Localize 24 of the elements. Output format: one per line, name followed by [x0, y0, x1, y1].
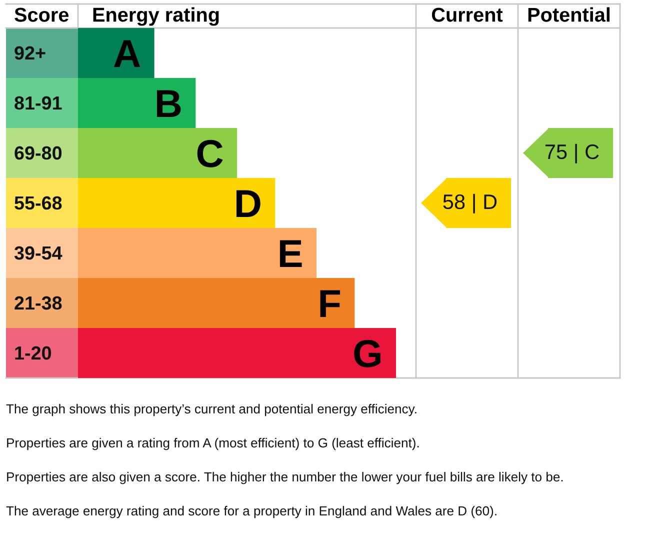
text: The graph shows this property’s current and potential energy efficiency. — [6, 404, 416, 416]
text: Properties are also given a score. The higher the number the lower your fuel bills are likely to be. — [7, 472, 563, 484]
y2-tick-label: F — [320, 290, 340, 317]
ref-line-label: 75 | C — [545, 144, 599, 164]
y2-tick-label: C — [197, 140, 223, 168]
y-tick-label: 1-20 — [15, 346, 52, 360]
y-tick-label: 21-38 — [14, 296, 62, 310]
text: Potential — [528, 7, 610, 22]
y2-tick-label: D — [236, 190, 260, 217]
y-tick-label: 92+ — [14, 46, 46, 60]
y2-tick-label: E — [280, 240, 302, 267]
x-axis-title: Energy rating — [93, 7, 219, 26]
y-tick-label: 39-54 — [14, 246, 62, 260]
text: The average energy rating and score for a property in England and Wales are D (60). — [6, 506, 496, 518]
y-axis-title: Score — [14, 8, 69, 22]
text: Current — [432, 8, 503, 22]
y2-tick-label: G — [354, 340, 380, 368]
ref-line-label: 58 | D — [443, 194, 497, 214]
y-tick-label: 69-80 — [14, 146, 62, 160]
y2-tick-label: A — [114, 40, 140, 67]
text: Properties are given a rating from A (most efficient) to G (least efficient). — [7, 438, 419, 450]
y-tick-label: 81-91 — [14, 96, 62, 110]
y2-tick-label: B — [156, 90, 181, 117]
y-tick-label: 55-68 — [14, 196, 62, 210]
